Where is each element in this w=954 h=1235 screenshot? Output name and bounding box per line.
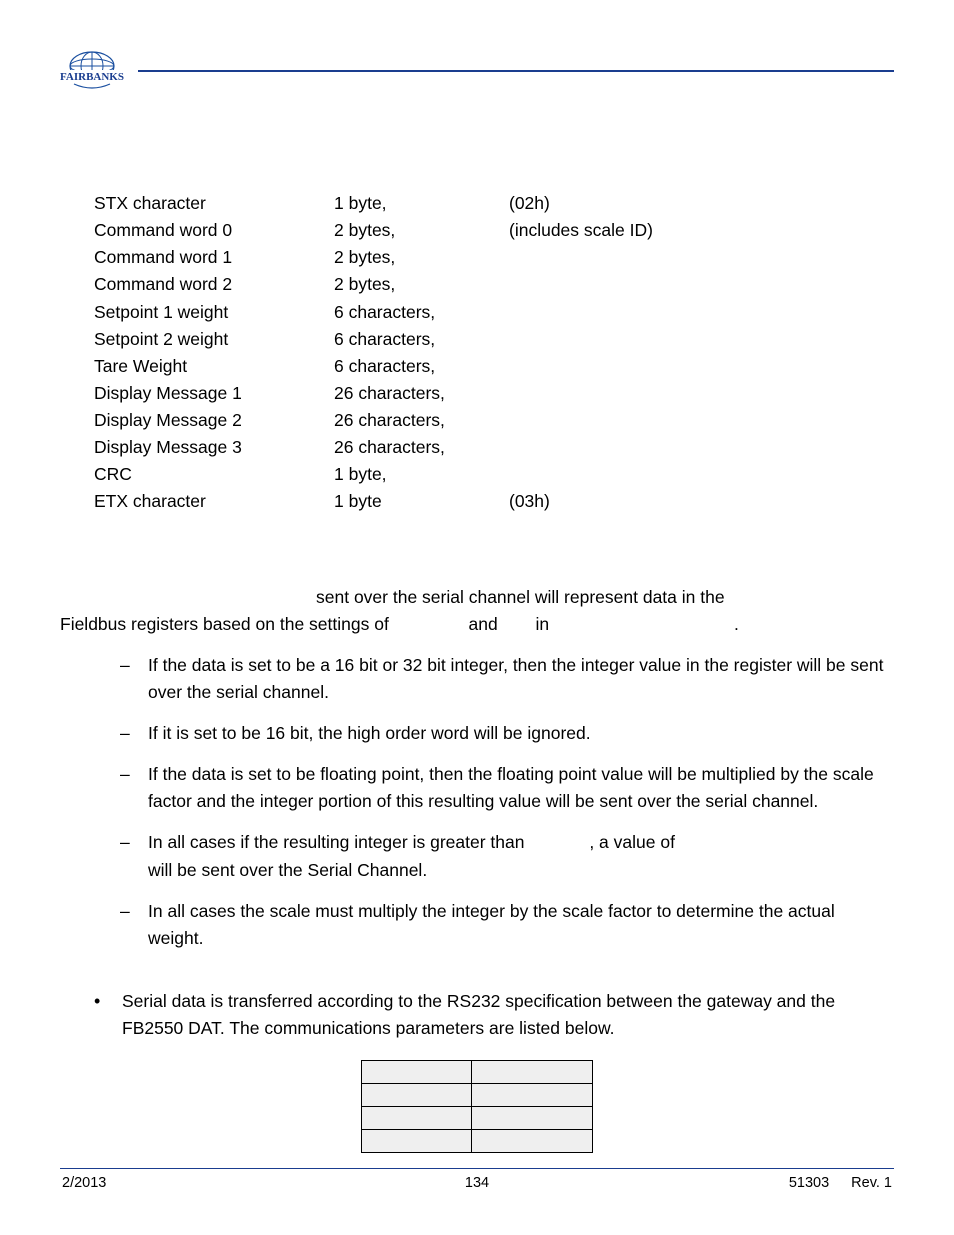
comm-params-table: [361, 1060, 593, 1153]
table-row: ETX character1 byte(03h): [94, 488, 894, 515]
list-item: If the data is set to be floating point,…: [120, 761, 894, 815]
footer-rule: [60, 1168, 894, 1170]
frame-definition-table: STX character1 byte,(02h) Command word 0…: [94, 190, 894, 516]
table-row: STX character1 byte,(02h): [94, 190, 894, 217]
dash-list: If the data is set to be a 16 bit or 32 …: [120, 652, 894, 952]
table-row: Setpoint 2 weight6 characters,: [94, 326, 894, 353]
table-row: Display Message 126 characters,: [94, 380, 894, 407]
table-row: CRC1 byte,: [94, 461, 894, 488]
footer-doc-info: 51303Rev. 1: [789, 1175, 892, 1191]
page-footer: 2/2013 134 51303Rev. 1: [60, 1168, 894, 1192]
header-rule: [138, 70, 894, 72]
page-content: STX character1 byte,(02h) Command word 0…: [60, 130, 894, 1153]
table-row: Setpoint 1 weight6 characters,: [94, 299, 894, 326]
table-row: Command word 02 bytes,(includes scale ID…: [94, 217, 894, 244]
footer-page-number: 134: [465, 1175, 489, 1191]
table-row: [362, 1061, 593, 1084]
table-row: Command word 22 bytes,: [94, 271, 894, 298]
intro-paragraph: sent over the serial channel will repres…: [60, 584, 894, 638]
list-item: If the data is set to be a 16 bit or 32 …: [120, 652, 894, 706]
list-item: In all cases if the resulting integer is…: [120, 829, 894, 883]
table-row: Display Message 326 characters,: [94, 434, 894, 461]
footer-date: 2/2013: [62, 1175, 106, 1191]
table-row: Tare Weight6 characters,: [94, 353, 894, 380]
logo-text: FAIRBANKS: [60, 71, 124, 83]
list-item: If it is set to be 16 bit, the high orde…: [120, 720, 894, 747]
list-item: In all cases the scale must multiply the…: [120, 898, 894, 952]
table-row: [362, 1084, 593, 1107]
table-row: Display Message 226 characters,: [94, 407, 894, 434]
fairbanks-logo: FAIRBANKS: [60, 50, 125, 103]
bullet-paragraph: Serial data is transferred according to …: [94, 988, 894, 1042]
table-row: [362, 1107, 593, 1130]
table-row: Command word 12 bytes,: [94, 244, 894, 271]
table-row: [362, 1130, 593, 1153]
